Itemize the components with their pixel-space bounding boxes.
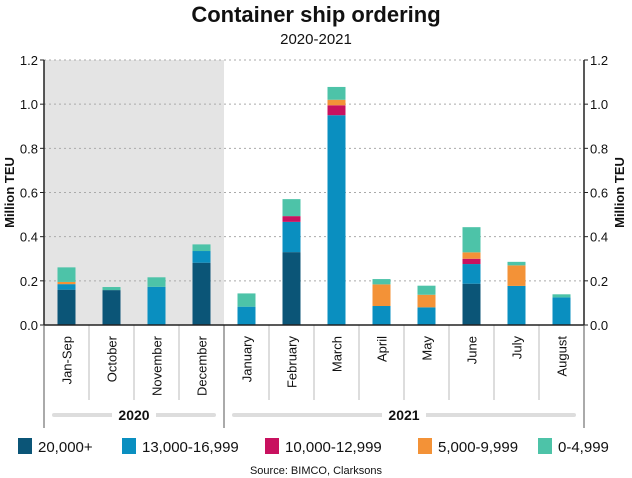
legend-swatch (538, 438, 552, 454)
y-tick-left: 0.6 (20, 186, 38, 201)
group-label-2020: 2020 (118, 407, 149, 423)
y-axis-label-left: Million TEU (2, 157, 17, 228)
group-label-bg (382, 405, 426, 423)
bar-segment-march-5-000-9-999 (327, 99, 346, 106)
bar-segment-february-0-4-999 (282, 199, 301, 217)
bar-segment-august-13-000-16-999 (552, 297, 571, 325)
legend-label: 10,000-12,999 (285, 439, 382, 456)
x-tick-label: June (465, 336, 480, 364)
bar-segment-february-13-000-16-999 (282, 221, 301, 253)
bar-segment-december-0-4-999 (192, 244, 211, 252)
bar-segment-march-10-000-12-999 (327, 105, 346, 116)
chart-source: Source: BIMCO, Clarksons (250, 465, 383, 477)
y-tick-left: 0.8 (20, 141, 38, 156)
y-tick-right: 0.6 (590, 186, 608, 201)
bar-segment-april-13-000-16-999 (372, 306, 391, 325)
legend-label: 13,000-16,999 (142, 439, 239, 456)
y-tick-right: 0.4 (590, 230, 608, 245)
bar-segment-jan-sep-13-000-16-999 (57, 284, 76, 290)
y-tick-left: 0.2 (20, 274, 38, 289)
y-tick-right: 0.8 (590, 141, 608, 156)
bar-segment-october-20-000- (102, 290, 121, 325)
bar-segment-april-5-000-9-999 (372, 284, 391, 307)
bar-segment-march-0-4-999 (327, 86, 346, 100)
y-tick-left: 1.2 (20, 53, 38, 68)
x-tick-label: April (375, 336, 390, 362)
y-tick-left: 0.4 (20, 230, 38, 245)
bar-segment-march-13-000-16-999 (327, 115, 346, 325)
bar-segment-june-0-4-999 (462, 227, 481, 253)
y-tick-left: 0.0 (20, 318, 38, 333)
y-tick-right: 1.0 (590, 97, 608, 112)
bar-segment-december-20-000- (192, 262, 211, 325)
bar-segment-february-10-000-12-999 (282, 216, 301, 222)
bar-segment-june-13-000-16-999 (462, 264, 481, 284)
bar-segment-november-13-000-16-999 (147, 286, 166, 325)
bar-segment-october-0-4-999 (102, 287, 121, 291)
bar-segment-july-5-000-9-999 (507, 265, 526, 286)
bar-segment-august-0-4-999 (552, 294, 571, 298)
legend-label: 0-4,999 (558, 439, 609, 456)
bar-segment-jan-sep-20-000- (57, 289, 76, 325)
chart-title: Container ship ordering (191, 2, 440, 27)
y-tick-right: 1.2 (590, 53, 608, 68)
bar-segment-june-20-000- (462, 283, 481, 325)
bar-segment-january-13-000-16-999 (237, 306, 256, 325)
bar-segment-january-0-4-999 (237, 293, 256, 307)
bar-segment-july-0-4-999 (507, 261, 526, 266)
x-tick-label: December (195, 335, 210, 396)
bar-segment-jan-sep-5-000-9-999 (57, 281, 76, 285)
bar-segment-february-20-000- (282, 252, 301, 325)
x-tick-label: October (105, 335, 120, 382)
x-tick-label: July (510, 336, 525, 360)
legend-swatch (122, 438, 136, 454)
bar-segment-june-5-000-9-999 (462, 252, 481, 259)
x-tick-label: November (150, 335, 165, 396)
bar-segment-may-0-4-999 (417, 285, 436, 295)
bar-segment-may-5-000-9-999 (417, 294, 436, 308)
bar-segment-april-0-4-999 (372, 279, 391, 285)
y-axis-label-right: Million TEU (612, 157, 627, 228)
y-tick-left: 1.0 (20, 97, 38, 112)
legend-swatch (18, 438, 32, 454)
y-tick-right: 0.0 (590, 318, 608, 333)
bar-segment-may-13-000-16-999 (417, 307, 436, 325)
x-tick-label: May (420, 336, 435, 361)
chart-subtitle: 2020-2021 (280, 31, 352, 48)
bar-segment-june-10-000-12-999 (462, 258, 481, 265)
y-tick-right: 0.2 (590, 274, 608, 289)
x-tick-label: February (285, 336, 300, 389)
legend-label: 5,000-9,999 (438, 439, 518, 456)
bar-segment-jan-sep-0-4-999 (57, 267, 76, 282)
x-tick-label: March (330, 336, 345, 372)
x-tick-label: January (240, 336, 255, 383)
group-label-2021: 2021 (388, 407, 419, 423)
x-tick-label: Jan-Sep (60, 336, 75, 384)
bar-segment-december-13-000-16-999 (192, 251, 211, 263)
bar-segment-november-0-4-999 (147, 277, 166, 287)
bar-segment-july-13-000-16-999 (507, 285, 526, 325)
legend-label: 20,000+ (38, 439, 93, 456)
legend-swatch (418, 438, 432, 454)
x-tick-label: August (555, 336, 570, 377)
legend-swatch (265, 438, 279, 454)
group-label-bg (112, 405, 156, 423)
